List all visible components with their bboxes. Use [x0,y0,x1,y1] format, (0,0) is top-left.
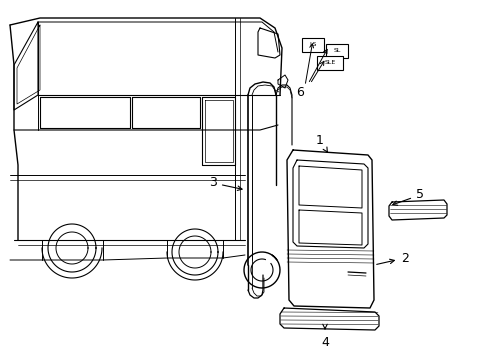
Text: 3: 3 [209,176,242,190]
FancyBboxPatch shape [325,44,347,58]
Text: 6: 6 [295,85,304,99]
Text: SL: SL [333,49,340,54]
Text: 1: 1 [315,134,327,152]
Text: 2: 2 [376,252,408,265]
Text: LS: LS [309,42,316,48]
FancyBboxPatch shape [316,56,342,70]
Text: SLE: SLE [324,60,335,66]
Text: 5: 5 [392,189,423,205]
Text: 4: 4 [321,324,328,348]
FancyBboxPatch shape [302,38,324,52]
